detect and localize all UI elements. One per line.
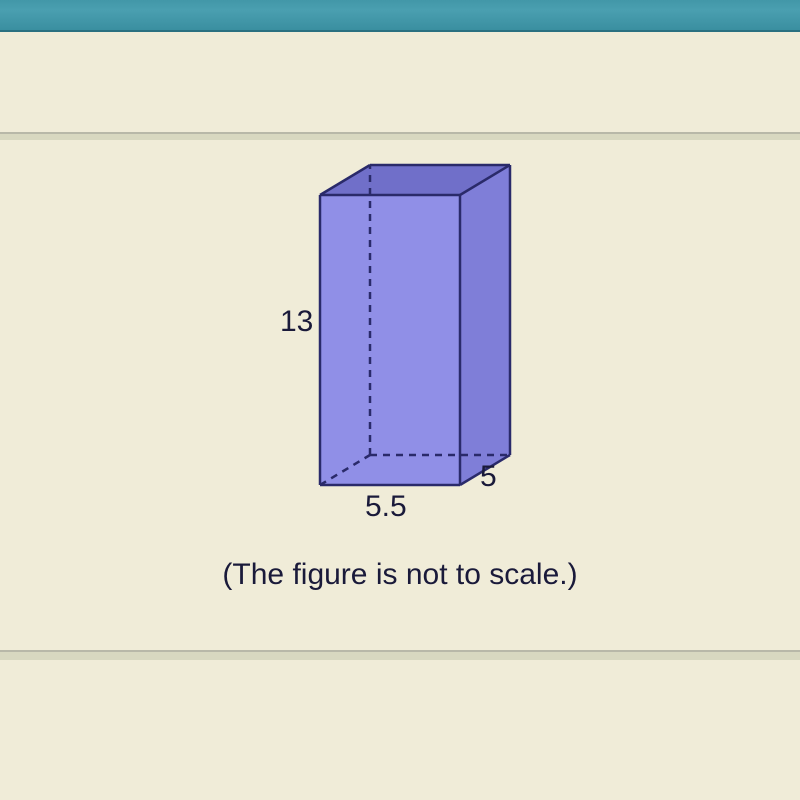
figure-caption: (The figure is not to scale.) — [222, 558, 577, 592]
divider — [0, 650, 800, 652]
prism-svg — [180, 105, 620, 545]
titlebar — [0, 0, 800, 32]
dim-label-depth: 5 — [480, 460, 497, 494]
dim-label-height: 13 — [280, 305, 313, 339]
dim-label-width: 5.5 — [365, 490, 407, 524]
content-strip-lower — [0, 660, 800, 800]
prism-figure: 13 5.5 5 — [180, 105, 620, 545]
